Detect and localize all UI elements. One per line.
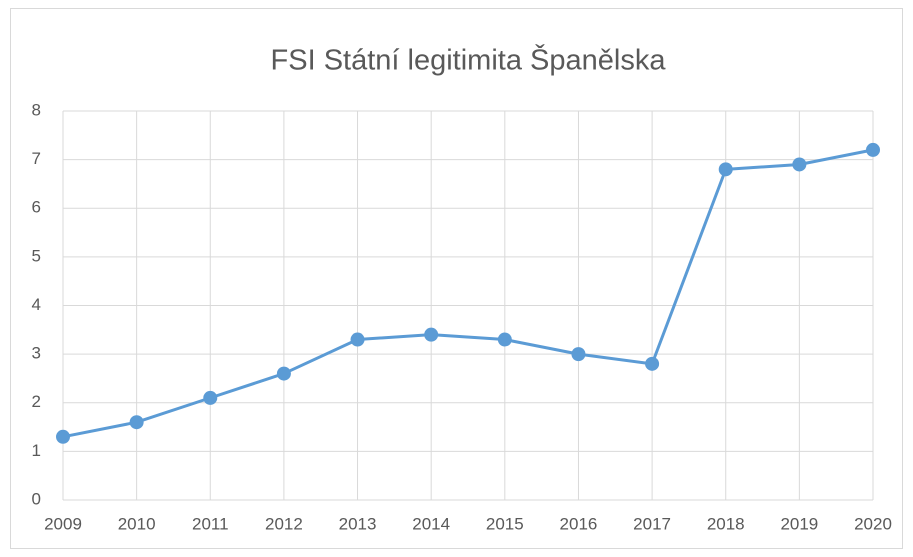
point <box>129 415 144 430</box>
x-tick-label: 2019 <box>780 514 818 533</box>
x-tick-label: 2017 <box>633 514 671 533</box>
point <box>424 327 439 342</box>
point <box>866 142 880 157</box>
y-tick-label: 8 <box>32 100 41 119</box>
point <box>571 347 586 362</box>
x-tick-label: 2020 <box>854 514 892 533</box>
y-tick-label: 5 <box>32 246 41 265</box>
y-tick-label: 0 <box>32 489 41 508</box>
point <box>497 332 512 347</box>
x-tick-label: 2009 <box>44 514 82 533</box>
x-tick-label: 2010 <box>118 514 156 533</box>
y-tick-label: 3 <box>32 344 41 363</box>
y-tick-label: 7 <box>32 149 41 168</box>
x-tick-label: 2014 <box>412 514 450 533</box>
point <box>203 390 218 405</box>
x-tick-label: 2011 <box>192 514 229 533</box>
point <box>792 157 807 172</box>
point <box>56 429 70 444</box>
line <box>62 148 874 439</box>
point <box>276 366 291 381</box>
y-tick-label: 2 <box>32 392 41 411</box>
point <box>350 332 365 347</box>
x-tick-label: 2013 <box>339 514 377 533</box>
y-tick-label: 6 <box>32 198 41 217</box>
y-tick-label: 1 <box>32 441 41 460</box>
point <box>645 356 660 371</box>
chart-title: FSI Státní legitimita Španělska <box>271 43 667 77</box>
chart-frame <box>10 8 903 549</box>
x-tick-label: 2012 <box>265 514 303 533</box>
point <box>718 162 733 177</box>
x-tick-label: 2016 <box>560 514 598 533</box>
y-tick-label: 4 <box>32 295 41 314</box>
x-tick-label: 2018 <box>707 514 745 533</box>
x-tick-label: 2015 <box>486 514 524 533</box>
